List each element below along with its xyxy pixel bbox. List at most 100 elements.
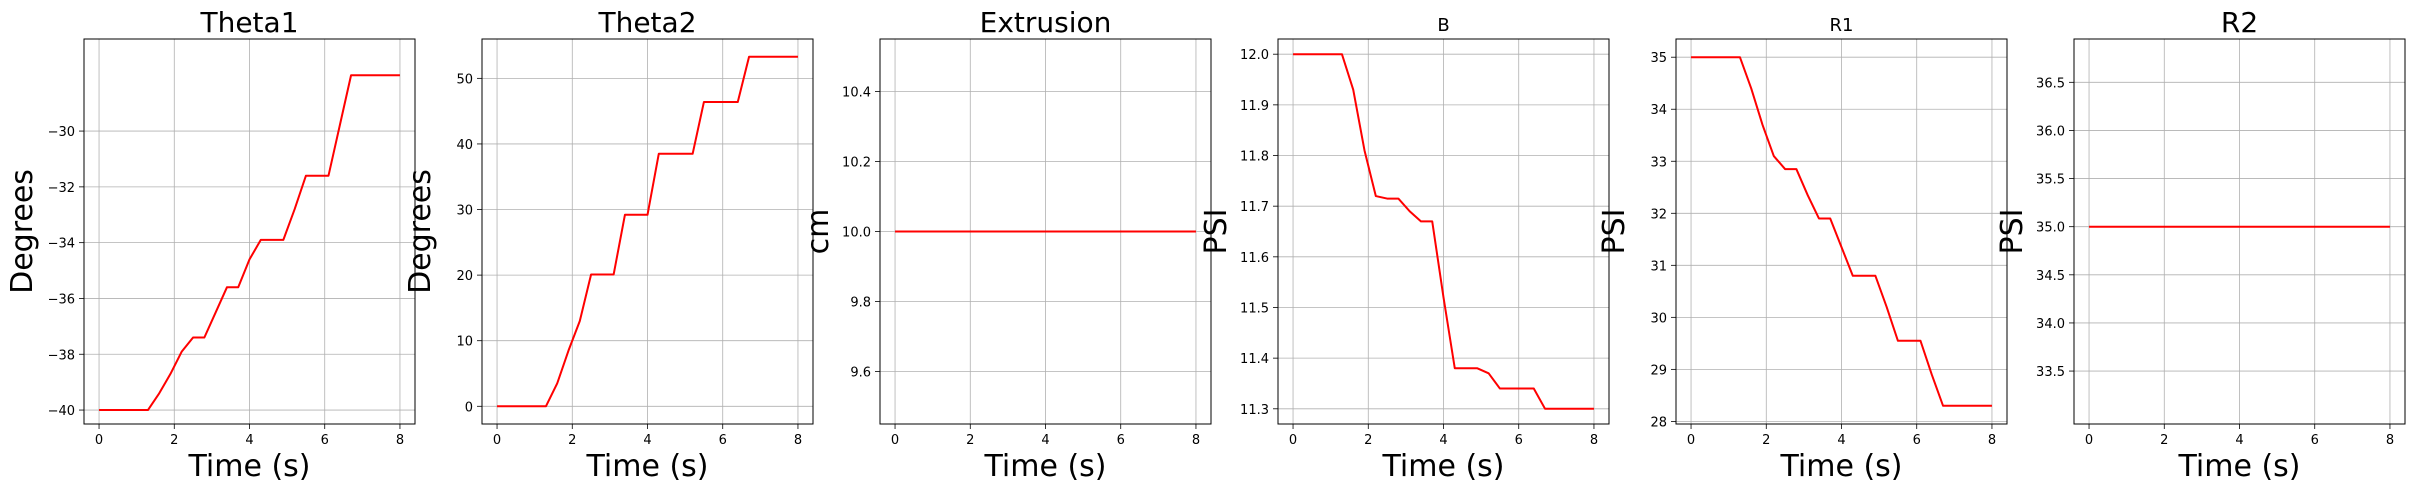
plot-frame <box>879 38 1212 425</box>
y-tick-label: 28 <box>1650 415 1667 430</box>
y-tick-label: 32 <box>1650 207 1667 222</box>
y-tick-label: 35.5 <box>2036 173 2065 188</box>
series-line <box>497 55 798 408</box>
y-tick-label: 9.6 <box>850 366 871 381</box>
y-tick-label: 20 <box>456 269 473 284</box>
y-tick-label: 12.0 <box>1240 48 1269 63</box>
y-tick-label: 50 <box>456 72 473 87</box>
x-tick-label: 0 <box>891 433 899 448</box>
y-tick-label: 9.8 <box>850 296 871 311</box>
y-tick-label: 11.4 <box>1240 352 1269 367</box>
y-axis-label: PSI <box>1995 209 2030 255</box>
x-tick-label: 8 <box>1192 433 1200 448</box>
y-tick-label: −36 <box>48 292 75 307</box>
x-tick-label: 6 <box>2311 433 2319 448</box>
x-tick-label: 0 <box>1289 433 1297 448</box>
y-tick-label: 11.6 <box>1240 251 1269 266</box>
x-tick-label: 2 <box>568 433 576 448</box>
y-tick-label: 11.3 <box>1240 403 1269 418</box>
y-axis-label: PSI <box>1597 209 1632 255</box>
y-tick-label: 29 <box>1650 363 1667 378</box>
y-tick-label: 34 <box>1650 103 1667 118</box>
y-tick-label: 40 <box>456 138 473 153</box>
y-tick-label: 11.8 <box>1240 150 1269 165</box>
x-tick-label: 6 <box>1515 433 1523 448</box>
y-tick-label: −38 <box>48 348 75 363</box>
x-tick-label: 8 <box>1590 433 1598 448</box>
x-tick-label: 0 <box>2085 433 2093 448</box>
y-tick-label: 0 <box>465 400 473 415</box>
y-tick-label: −34 <box>48 237 75 252</box>
y-tick-label: 31 <box>1650 259 1667 274</box>
chart-title: B <box>1437 15 1449 36</box>
plot-frame <box>481 38 814 425</box>
y-tick-label: 11.9 <box>1240 99 1269 114</box>
x-tick-label: 4 <box>1041 433 1049 448</box>
subplot-theta1: 0 2 4 6 8 −40 −38 −36 −34 −32 −30 Theta1 Time (s) Deg… <box>5 6 416 484</box>
y-tick-label: 30 <box>456 204 473 219</box>
x-tick-label: 4 <box>245 433 253 448</box>
series-line <box>99 74 400 412</box>
x-tick-label: 2 <box>1364 433 1372 448</box>
y-tick-label: 10.0 <box>842 226 871 241</box>
y-tick-label: −40 <box>48 404 75 419</box>
y-tick-label: 10.4 <box>842 86 871 101</box>
x-axis-label: Time (s) <box>2178 449 2301 484</box>
chart-title: Extrusion <box>980 6 1112 39</box>
plot-frame <box>1675 38 2008 425</box>
subplot-extrusion: 0 2 4 6 8 9.6 9.8 10.0 10.2 10.4 Extrusion Time (s)… <box>801 6 1212 484</box>
series-line <box>1293 53 1594 410</box>
y-tick-label: −30 <box>48 125 75 140</box>
x-tick-label: 8 <box>794 433 802 448</box>
x-tick-label: 2 <box>1762 433 1770 448</box>
x-tick-label: 6 <box>1117 433 1125 448</box>
chart-title: R1 <box>1830 15 1854 36</box>
y-tick-label: 34.0 <box>2036 317 2065 332</box>
y-tick-label: 10.2 <box>842 156 871 171</box>
series-line <box>1691 56 1992 407</box>
y-tick-label: −32 <box>48 181 75 196</box>
x-axis-label: Time (s) <box>1780 449 1903 484</box>
x-tick-label: 4 <box>643 433 651 448</box>
plot-frame <box>2073 38 2406 425</box>
y-axis-label: Degrees <box>5 169 40 294</box>
subplot-theta2: 0 2 4 6 8 0 10 20 30 40 50 Theta2 Time (s) Degrees <box>403 6 814 484</box>
plot-frame <box>1277 38 1610 425</box>
x-tick-label: 2 <box>2160 433 2168 448</box>
subplot-r2: 0 2 4 6 8 33.5 34.0 34.5 35.0 35.5 36.0 36.5 R2 Time … <box>1995 6 2406 484</box>
x-tick-label: 8 <box>2386 433 2394 448</box>
y-tick-label: 11.5 <box>1240 301 1269 316</box>
y-tick-label: 11.7 <box>1240 200 1269 215</box>
x-tick-label: 2 <box>966 433 974 448</box>
chart-title: Theta1 <box>199 6 298 39</box>
y-axis-label: cm <box>801 209 836 255</box>
x-axis-label: Time (s) <box>586 449 709 484</box>
x-tick-label: 4 <box>2235 433 2243 448</box>
x-tick-label: 0 <box>493 433 501 448</box>
y-tick-label: 30 <box>1650 311 1667 326</box>
x-tick-label: 6 <box>321 433 329 448</box>
y-tick-label: 10 <box>456 335 473 350</box>
y-tick-label: 36.5 <box>2036 76 2065 91</box>
x-tick-label: 2 <box>170 433 178 448</box>
y-tick-label: 33.5 <box>2036 365 2065 380</box>
x-tick-label: 4 <box>1837 433 1845 448</box>
y-tick-label: 35.0 <box>2036 221 2065 236</box>
y-tick-label: 34.5 <box>2036 269 2065 284</box>
chart-title: R2 <box>2221 6 2258 39</box>
y-tick-label: 36.0 <box>2036 124 2065 139</box>
subplot-b: 0 2 4 6 8 11.3 11.4 11.5 11.6 11.7 11.8 11.9 12.0 B Ti… <box>1199 15 1610 484</box>
x-tick-label: 8 <box>1988 433 1996 448</box>
plot-frame <box>83 38 416 425</box>
x-tick-label: 6 <box>1913 433 1921 448</box>
subplot-r1: 0 2 4 6 8 28 29 30 31 32 33 34 35 R1 Time (s) PSI <box>1597 15 2008 484</box>
y-tick-label: 35 <box>1650 51 1667 66</box>
x-tick-label: 4 <box>1439 433 1447 448</box>
x-axis-label: Time (s) <box>1382 449 1505 484</box>
x-tick-label: 0 <box>1687 433 1695 448</box>
x-axis-label: Time (s) <box>984 449 1107 484</box>
y-tick-label: 33 <box>1650 155 1667 170</box>
x-axis-label: Time (s) <box>188 449 311 484</box>
y-axis-label: PSI <box>1199 209 1234 255</box>
